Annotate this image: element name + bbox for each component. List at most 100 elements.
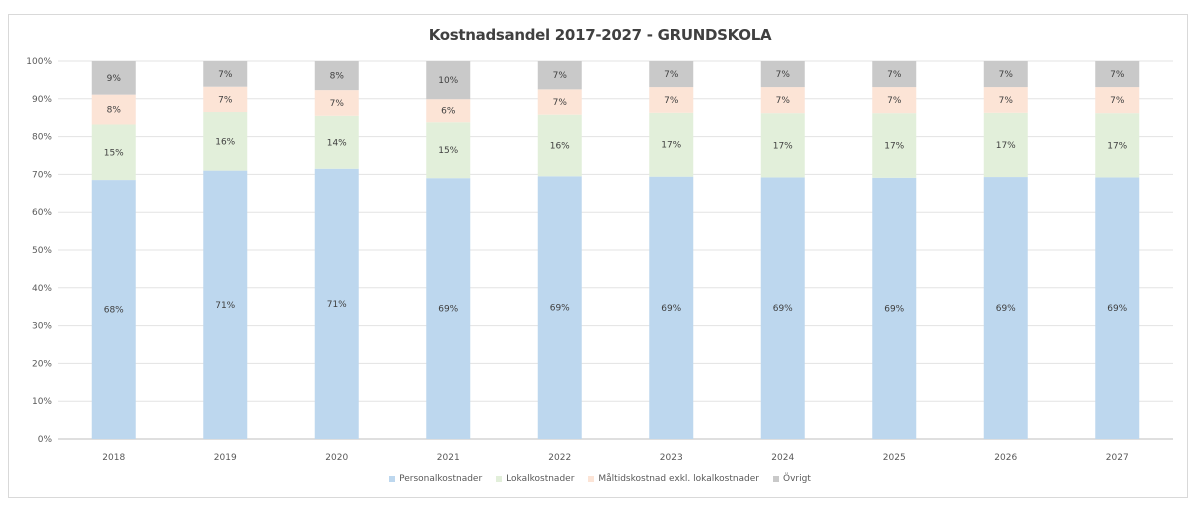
data-label: 14% xyxy=(327,138,347,148)
data-label: 7% xyxy=(776,96,791,106)
legend-swatch xyxy=(773,476,780,482)
bar-segment xyxy=(426,61,471,100)
bar-segment xyxy=(91,94,136,125)
bar-segment xyxy=(537,114,582,177)
y-tick-label: 90% xyxy=(32,95,52,105)
x-tick-label: 2025 xyxy=(883,453,906,463)
bar-segment xyxy=(537,61,582,90)
x-tick-label: 2023 xyxy=(660,453,683,463)
x-tick-label: 2019 xyxy=(214,453,237,463)
data-label: 7% xyxy=(330,99,345,109)
data-label: 7% xyxy=(664,70,679,80)
data-label: 69% xyxy=(661,304,681,314)
y-tick-label: 70% xyxy=(32,170,52,180)
data-label: 16% xyxy=(550,141,570,151)
y-tick-label: 10% xyxy=(32,397,52,407)
data-label: 7% xyxy=(218,95,233,105)
data-label: 6% xyxy=(441,107,456,117)
y-tick-label: 60% xyxy=(32,208,52,218)
x-tick-label: 2024 xyxy=(771,453,794,463)
data-label: 69% xyxy=(773,304,793,314)
data-label: 17% xyxy=(661,141,681,151)
bar-segment xyxy=(314,115,359,169)
data-label: 9% xyxy=(107,74,122,84)
data-label: 7% xyxy=(887,96,902,106)
data-label: 7% xyxy=(1110,96,1125,106)
bar-segment xyxy=(537,176,582,440)
y-tick-label: 50% xyxy=(32,246,52,256)
data-label: 69% xyxy=(996,304,1016,314)
data-label: 7% xyxy=(218,70,233,80)
y-tick-label: 80% xyxy=(32,133,52,143)
legend-label: Lokalkostnader xyxy=(506,474,575,484)
bar-segment xyxy=(760,61,805,88)
bar-segment xyxy=(91,124,136,181)
bar-segment xyxy=(872,177,917,439)
data-label: 7% xyxy=(553,71,568,81)
bar-segment xyxy=(872,61,917,88)
bar-segment xyxy=(872,113,917,178)
data-label: 69% xyxy=(1107,304,1127,314)
data-label: 15% xyxy=(438,146,458,156)
legend-item: Personalkostnader xyxy=(389,474,482,484)
bar-segment xyxy=(1095,87,1140,114)
bar-segment xyxy=(1095,177,1140,439)
bar-segment xyxy=(649,176,694,439)
data-label: 71% xyxy=(327,300,347,310)
bar-segment xyxy=(983,112,1028,178)
data-label: 69% xyxy=(550,304,570,314)
y-tick-label: 100% xyxy=(26,57,52,67)
data-label: 7% xyxy=(1110,70,1125,80)
data-label: 69% xyxy=(438,305,458,315)
bar-segment xyxy=(426,178,471,439)
legend-label: Övrigt xyxy=(783,474,811,484)
legend-item: Lokalkostnader xyxy=(496,474,574,484)
bar-segment xyxy=(203,61,248,87)
data-label: 8% xyxy=(330,72,345,82)
y-tick-label: 20% xyxy=(32,359,52,369)
bar-segment xyxy=(314,61,359,91)
data-label: 7% xyxy=(999,70,1014,80)
data-label: 15% xyxy=(104,148,124,158)
data-label: 68% xyxy=(104,306,124,316)
x-tick-label: 2026 xyxy=(994,453,1017,463)
legend-label: Personalkostnader xyxy=(399,474,483,484)
data-label: 8% xyxy=(107,106,122,116)
legend-item: Övrigt xyxy=(773,474,811,484)
data-label: 17% xyxy=(773,141,793,151)
bar-segment xyxy=(1095,113,1140,178)
x-tick-label: 2022 xyxy=(548,453,571,463)
x-tick-label: 2021 xyxy=(437,453,460,463)
y-tick-label: 40% xyxy=(32,284,52,294)
data-label: 17% xyxy=(1107,141,1127,151)
data-label: 17% xyxy=(884,141,904,151)
data-label: 69% xyxy=(884,304,904,314)
y-tick-label: 30% xyxy=(32,322,52,332)
chart-title: Kostnadsandel 2017-2027 - GRUNDSKOLA xyxy=(428,26,772,44)
bar-segment xyxy=(760,87,805,114)
legend-swatch xyxy=(496,476,503,482)
bar-segment xyxy=(983,177,1028,439)
data-label: 10% xyxy=(438,76,458,86)
bar-segment xyxy=(649,87,694,113)
data-label: 17% xyxy=(996,141,1016,151)
bar-segment xyxy=(91,61,136,95)
x-tick-label: 2027 xyxy=(1106,453,1129,463)
chart-legend: Personalkostnader Lokalkostnader Måltidsko… xyxy=(0,474,1200,484)
bar-segment xyxy=(203,112,248,171)
data-label: 16% xyxy=(215,137,235,147)
data-label: 7% xyxy=(887,70,902,80)
bar-segment xyxy=(649,112,694,177)
legend-item: Måltidskostnad exkl. lokalkostnader xyxy=(588,474,759,484)
data-label: 7% xyxy=(999,96,1014,106)
bar-segment xyxy=(314,168,359,440)
bar-segment xyxy=(91,180,136,439)
legend-swatch xyxy=(588,476,595,482)
bar-segment xyxy=(760,113,805,178)
bar-segment xyxy=(203,86,248,113)
bar-segment xyxy=(426,99,471,123)
bar-segment xyxy=(537,89,582,115)
bar-segment xyxy=(983,87,1028,113)
y-tick-label: 0% xyxy=(38,435,53,445)
